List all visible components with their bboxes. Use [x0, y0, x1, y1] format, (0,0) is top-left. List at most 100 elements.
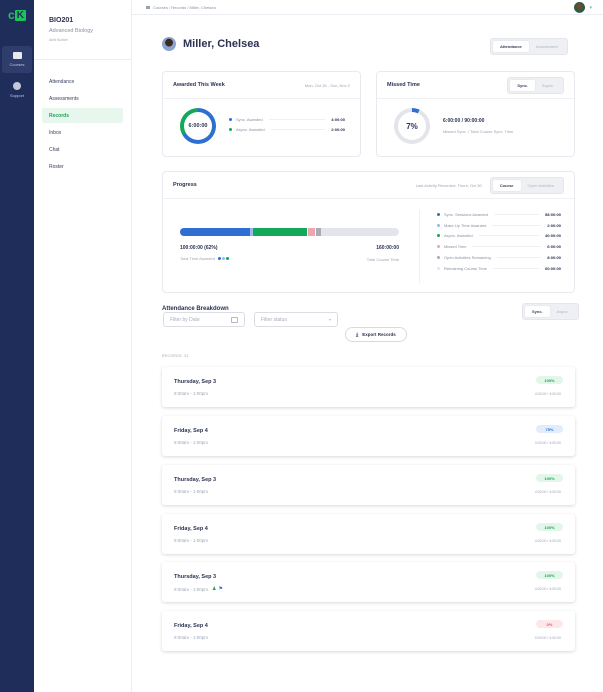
record-time: 9:00am - 1:00pm	[174, 538, 209, 543]
filter-date-input[interactable]: Filter by Date	[163, 312, 245, 327]
divider	[419, 210, 420, 284]
missed-summary: 6:00:00 / 90:00:00 Missed Sync. / Total …	[443, 118, 513, 134]
top-bar: Courses / Records / Miller, Chelsea ▾	[132, 0, 603, 15]
legend-row: Open Activities Remaining 8:00:00	[437, 252, 561, 263]
rail-item-courses[interactable]: Courses	[2, 46, 32, 73]
record-card[interactable]: Friday, Sep 4 9:00am - 1:00pm 75% 3:00:0…	[162, 416, 575, 456]
missed-value: 6:00:00 / 90:00:00	[443, 118, 485, 124]
makeup-icon: ♟	[212, 586, 217, 592]
sidebar-item-assessments[interactable]: Assessments	[49, 95, 79, 102]
filter-status-placeholder: Filter status	[261, 316, 287, 323]
legend-dot-icon	[437, 212, 440, 216]
tab-sync[interactable]: Sync.	[510, 79, 535, 91]
breakdown-title: Attendance Breakdown	[162, 306, 229, 312]
legend-label: Async. Awarded	[236, 126, 265, 132]
async-dot-icon	[225, 257, 229, 260]
chevron-down-icon[interactable]: ▾	[589, 5, 592, 11]
flag-icon: ⚑	[218, 586, 223, 592]
sidebar-item-attendance[interactable]: Attendance	[49, 78, 75, 85]
rail-item-support[interactable]: Support	[2, 76, 32, 103]
tab-sync[interactable]: Sync.	[525, 306, 550, 317]
logo-c: c	[8, 8, 15, 22]
status-badge: 100%	[536, 523, 563, 531]
card-header: Missed Time Sync. Async.	[377, 72, 574, 99]
tab-async[interactable]: Async.	[541, 82, 554, 88]
date-range: Mon, Oct 26 - Sun, Nov 2	[304, 82, 350, 88]
tab-assessment[interactable]: Assessment	[535, 44, 558, 49]
filter-status-select[interactable]: Filter status ▾	[254, 312, 338, 327]
page-header: Miller, Chelsea	[162, 37, 259, 51]
sidebar-nav: Attendance Assessments Records Inbox Cha…	[34, 60, 131, 174]
status-badge: 100%	[536, 474, 563, 482]
card-title: Progress	[173, 182, 197, 188]
awarded-this-week-card: Awarded This Week Mon, Oct 26 - Sun, Nov…	[162, 71, 361, 157]
bar-segment-async	[253, 228, 307, 236]
sidebar-item-inbox[interactable]: Inbox	[49, 129, 62, 136]
record-card[interactable]: Friday, Sep 4 9:00am - 1:00pm 0% 0:00:00…	[162, 611, 575, 651]
bar-segment-makeup	[250, 228, 254, 236]
progress-legend: Sync. Sessions Awarded 58:00:00 Make Up T…	[437, 209, 561, 274]
legend-dot-icon	[437, 256, 440, 260]
tab-attendance[interactable]: Attendance	[493, 41, 529, 52]
course-sidebar: BIO201 Advanced Biology Amit Kunkel Atte…	[34, 0, 132, 692]
record-ratio: 0:00:00 / 4:00:00	[534, 636, 561, 640]
legend-row: Sync. Awarded 4:00:00	[229, 114, 345, 124]
course-name: Advanced Biology	[49, 28, 94, 34]
awarded-value: 100:00:00 (62%)	[180, 245, 218, 251]
sync-dot-icon	[217, 257, 221, 260]
record-card[interactable]: Thursday, Sep 3 9:00am - 1:00pm 100% 4:0…	[162, 465, 575, 505]
record-date: Friday, Sep 4	[174, 428, 208, 434]
record-time: 9:00am - 1:00pm	[174, 635, 209, 640]
logo-k: K	[14, 9, 26, 21]
tab-open-activities[interactable]: Open Activities	[527, 182, 554, 188]
status-badge: 100%	[536, 376, 563, 384]
record-card[interactable]: Friday, Sep 4 9:00am - 1:00pm 100% 4:00:…	[162, 514, 575, 554]
bar-segment-open	[315, 228, 322, 236]
breadcrumb[interactable]: Courses / Records / Miller, Chelsea	[146, 5, 216, 10]
card-header: Progress Last Activity Recorded: Thurs, …	[163, 172, 574, 199]
tab-course[interactable]: Course	[492, 179, 521, 191]
sidebar-item-records[interactable]: Records	[42, 108, 123, 123]
async-dot-icon	[229, 127, 232, 131]
record-card[interactable]: Thursday, Sep 3 9:00am - 1:00pm 100% 4:0…	[162, 367, 575, 407]
tab-async[interactable]: Async.	[556, 309, 569, 314]
page-title: Miller, Chelsea	[183, 38, 260, 50]
bar-segment-sync	[180, 228, 251, 236]
record-ratio: 3:00:00 / 4:00:00	[534, 441, 561, 445]
instructor-name: Amit Kunkel	[49, 38, 68, 42]
legend-row: Make Up Time Awarded 2:00:00	[437, 220, 561, 231]
sidebar-item-chat[interactable]: Chat	[49, 146, 60, 153]
sync-dot-icon	[229, 117, 232, 121]
legend-dot-icon	[437, 245, 440, 249]
export-label: Export Records	[362, 332, 396, 337]
progress-card: Progress Last Activity Recorded: Thurs, …	[162, 171, 575, 293]
legend-row: Missed Time 6:00:00	[437, 241, 561, 252]
export-records-button[interactable]: ⤓ Export Records	[345, 327, 407, 342]
sidebar-item-roster[interactable]: Roster	[49, 163, 64, 170]
status-badge: 0%	[536, 620, 563, 628]
legend-row: Async. Awarded 2:00:00	[229, 124, 345, 134]
support-icon	[13, 81, 21, 90]
awarded-donut-chart: 6:00:00	[180, 108, 216, 144]
view-toggle: Attendance Assessment	[490, 38, 568, 55]
rail-item-label: Support	[9, 92, 24, 98]
card-header: Awarded This Week Mon, Oct 26 - Sun, Nov…	[163, 72, 360, 99]
missed-time-card: Missed Time Sync. Async. 7% 6:00:00 / 90…	[376, 71, 575, 157]
calendar-icon[interactable]	[231, 316, 238, 323]
legend-dot-icon	[437, 234, 440, 238]
records-count: RECORDS: 24	[162, 354, 189, 358]
last-activity: Last Activity Recorded: Thurs, Oct 30	[415, 182, 482, 188]
legend-value: 4:00:00	[331, 116, 345, 122]
record-date: Thursday, Sep 3	[174, 477, 217, 483]
course-code: BIO201	[49, 17, 74, 24]
chevron-down-icon: ▾	[328, 317, 331, 322]
legend-dot-icon	[437, 266, 440, 270]
user-avatar[interactable]	[574, 2, 585, 13]
missed-percent: 7%	[398, 112, 426, 140]
record-card[interactable]: Thursday, Sep 3 9:00am - 1:00pm ♟ ⚑ 100%…	[162, 562, 575, 602]
makeup-dot-icon	[221, 257, 225, 260]
legend-row: Async. Awarded 40:00:00	[437, 231, 561, 242]
progress-bar	[180, 228, 399, 236]
